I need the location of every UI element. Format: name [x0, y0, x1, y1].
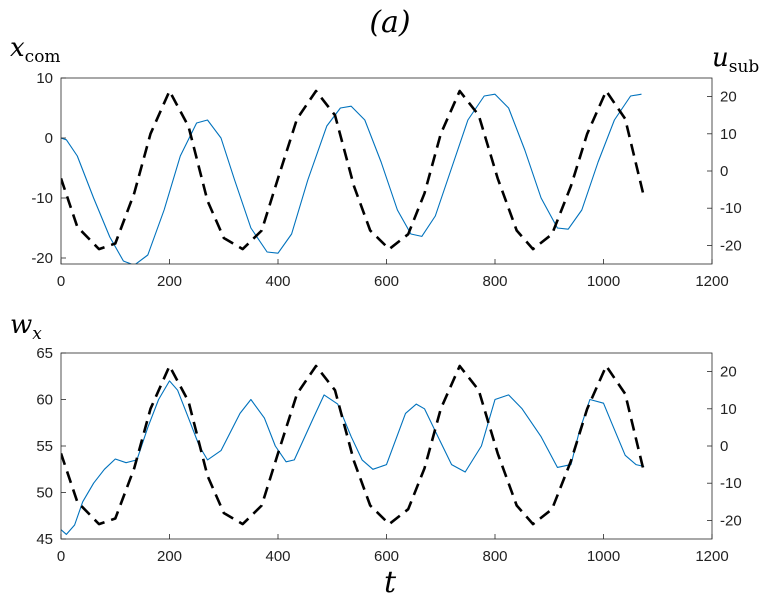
plot-frame [61, 353, 712, 539]
x-tick-label: 600 [374, 273, 399, 290]
x-tick-label: 0 [57, 548, 65, 565]
left-axis-label: wx [10, 310, 42, 344]
top-panel: 0 200 400 600 800 1000 1200 -20 -10 0 10 -20 -10 0 10 2… [10, 33, 759, 290]
solid-series-line-1 [61, 381, 644, 535]
bottom-panel: 0 200 400 600 800 1000 1200 45 50 55 60 65 -20 -10 0 10… [10, 310, 742, 565]
x-tick-label: 0 [57, 273, 65, 290]
x-tick-label: 200 [157, 273, 182, 290]
x-tick-label: 800 [482, 548, 507, 565]
right-y-tick-label: -10 [720, 475, 742, 492]
right-y-tick-label: -20 [720, 237, 742, 254]
x-tick-label: 1000 [587, 273, 620, 290]
right-y-tick-label: -10 [720, 200, 742, 217]
right-y-tick-label: 20 [720, 89, 737, 106]
x-tick-label: 1200 [695, 273, 728, 290]
right-y-tick-label: -20 [720, 512, 742, 529]
x-tick-label: 800 [482, 273, 507, 290]
left-y-tick-label: 45 [36, 531, 53, 548]
right-y-tick-label: 10 [720, 401, 737, 418]
right-y-tick-label: 10 [720, 126, 737, 143]
left-y-tick-label: 10 [36, 70, 53, 87]
x-tick-label: 200 [157, 548, 182, 565]
figure-label: (a) [369, 5, 410, 40]
solid-series-line-0 [61, 94, 642, 265]
x-axis-label: t [384, 565, 397, 598]
dashed-series-line-0 [61, 91, 643, 249]
right-axis-label: usub [712, 43, 759, 77]
x-tick-label: 1200 [695, 548, 728, 565]
x-tick-label: 600 [374, 548, 399, 565]
left-axis-label: xcom [10, 33, 61, 67]
x-tick-label: 1000 [587, 548, 620, 565]
plot-frame [61, 78, 712, 264]
dashed-series-line-1 [61, 366, 643, 524]
left-y-tick-label: 55 [36, 438, 53, 455]
left-y-tick-label: -10 [31, 190, 53, 207]
right-y-tick-label: 20 [720, 364, 737, 381]
left-y-tick-label: 50 [36, 485, 53, 502]
right-y-tick-label: 0 [720, 163, 728, 180]
right-y-tick-label: 0 [720, 438, 728, 455]
left-y-tick-label: 65 [36, 345, 53, 362]
x-tick-label: 400 [265, 273, 290, 290]
left-y-tick-label: 0 [45, 130, 53, 147]
left-y-tick-label: 60 [36, 392, 53, 409]
left-y-tick-label: -20 [31, 250, 53, 267]
x-tick-label: 400 [265, 548, 290, 565]
